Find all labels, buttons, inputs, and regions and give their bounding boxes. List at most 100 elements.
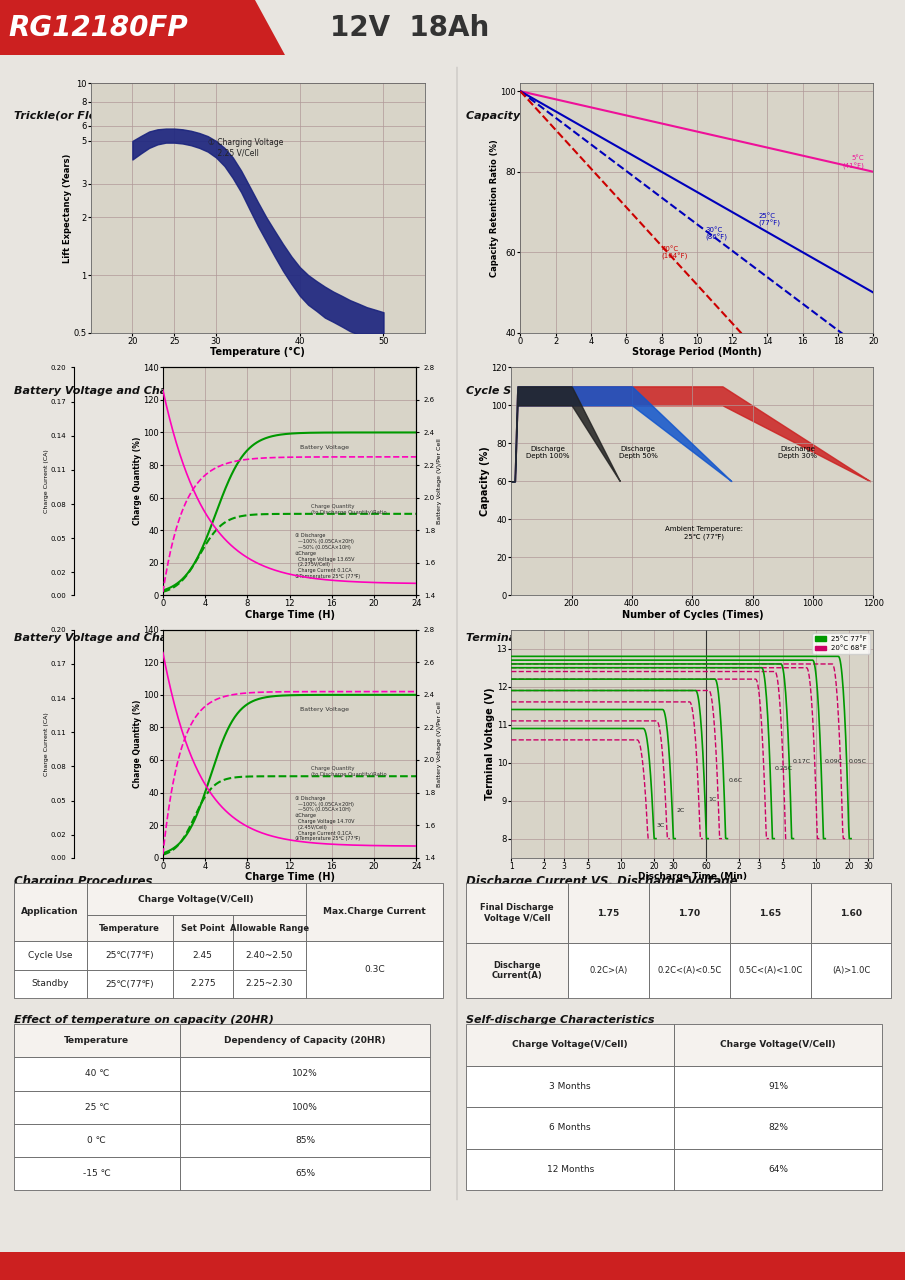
Text: 12 Months: 12 Months [547, 1165, 594, 1174]
Text: 64%: 64% [768, 1165, 788, 1174]
Text: Battery Voltage and Charge Time for Cycle Use: Battery Voltage and Charge Time for Cycl… [14, 634, 309, 643]
Bar [180, 1057, 430, 1091]
Text: 0.2C>(A): 0.2C>(A) [589, 966, 628, 975]
Bar [14, 1091, 180, 1124]
Bar [87, 970, 173, 998]
Bar [233, 970, 306, 998]
Text: 5°C
(41°F): 5°C (41°F) [843, 155, 864, 170]
Text: 30°C
(86°F): 30°C (86°F) [706, 227, 728, 241]
Text: Charge Voltage(V/Cell): Charge Voltage(V/Cell) [138, 895, 254, 904]
Text: Effect of temperature on capacity (20HR): Effect of temperature on capacity (20HR) [14, 1015, 273, 1025]
Text: Discharge
Depth 30%: Discharge Depth 30% [778, 447, 817, 460]
Bar [233, 915, 306, 941]
Text: Allowable Range: Allowable Range [230, 924, 309, 933]
Bar [306, 883, 443, 941]
Y-axis label: Lift Expectancy (Years): Lift Expectancy (Years) [62, 154, 71, 262]
Text: 25 ℃: 25 ℃ [85, 1102, 109, 1112]
Text: 0.2C<(A)<0.5C: 0.2C<(A)<0.5C [657, 966, 721, 975]
Bar [811, 883, 891, 943]
Text: 0.25C: 0.25C [775, 767, 793, 772]
Text: ① Charging Voltage
    2.25 V/Cell: ① Charging Voltage 2.25 V/Cell [208, 138, 283, 157]
Text: 2.45: 2.45 [193, 951, 213, 960]
X-axis label: Charge Time (H): Charge Time (H) [244, 609, 335, 620]
Bar [649, 883, 729, 943]
Text: 6 Months: 6 Months [549, 1124, 591, 1133]
Bar [466, 1024, 674, 1065]
Bar [466, 1149, 674, 1190]
X-axis label: Charge Time (H): Charge Time (H) [244, 872, 335, 882]
Text: -15 ℃: -15 ℃ [83, 1169, 110, 1179]
Bar [568, 883, 649, 943]
Text: 25°C
(77°F): 25°C (77°F) [758, 212, 781, 228]
Text: 12V  18Ah: 12V 18Ah [330, 14, 490, 42]
Text: Final Discharge
Voltage V/Cell: Final Discharge Voltage V/Cell [481, 904, 554, 923]
Bar [466, 883, 568, 943]
Y-axis label: Charge Current (CA): Charge Current (CA) [44, 449, 50, 513]
Text: Dependency of Capacity (20HR): Dependency of Capacity (20HR) [224, 1036, 386, 1046]
Text: 25℃(77℉): 25℃(77℉) [105, 951, 154, 960]
Bar [14, 1124, 180, 1157]
Text: 40°C
(104°F): 40°C (104°F) [662, 246, 688, 260]
Y-axis label: Capacity Retention Ratio (%): Capacity Retention Ratio (%) [491, 140, 499, 276]
Y-axis label: Charge Quantity (%): Charge Quantity (%) [133, 436, 141, 526]
Text: Battery Voltage: Battery Voltage [300, 444, 349, 449]
Text: Battery Voltage: Battery Voltage [300, 707, 349, 712]
Bar [466, 1107, 674, 1149]
Text: 0.5C<(A)<1.0C: 0.5C<(A)<1.0C [738, 966, 803, 975]
Bar [87, 941, 173, 970]
Bar [568, 943, 649, 998]
Text: Capacity Retention  Characteristic: Capacity Retention Characteristic [466, 111, 681, 122]
Text: 3 Months: 3 Months [549, 1082, 591, 1091]
Bar [180, 1124, 430, 1157]
Bar [173, 970, 233, 998]
Bar [729, 883, 811, 943]
Text: 65%: 65% [295, 1169, 315, 1179]
Y-axis label: Terminal Voltage (V): Terminal Voltage (V) [485, 687, 495, 800]
Bar [14, 883, 87, 941]
Text: Discharge
Depth 50%: Discharge Depth 50% [619, 447, 657, 460]
Text: 102%: 102% [292, 1069, 318, 1079]
Text: Application: Application [22, 908, 79, 916]
Y-axis label: Capacity (%): Capacity (%) [480, 447, 490, 516]
Text: Discharge
Current(A): Discharge Current(A) [491, 961, 542, 980]
Y-axis label: Battery Voltage (V)/Per Cell: Battery Voltage (V)/Per Cell [436, 439, 442, 524]
Text: 1.65: 1.65 [759, 909, 781, 918]
Legend: 25°C 77°F, 20°C 68°F: 25°C 77°F, 20°C 68°F [813, 634, 870, 654]
Text: Trickle(or Float)Design Life: Trickle(or Float)Design Life [14, 111, 185, 122]
Bar [729, 943, 811, 998]
Text: 85%: 85% [295, 1135, 315, 1146]
Text: (A)>1.0C: (A)>1.0C [832, 966, 870, 975]
Bar [173, 915, 233, 941]
Bar [14, 941, 87, 970]
Text: Temperature: Temperature [100, 924, 160, 933]
Bar [180, 1091, 430, 1124]
Text: 40 ℃: 40 ℃ [85, 1069, 109, 1079]
Bar [14, 1157, 180, 1190]
Text: Ambient Temperature:
25℃ (77℉): Ambient Temperature: 25℃ (77℉) [665, 526, 743, 540]
Text: Cycle Use: Cycle Use [28, 951, 72, 960]
X-axis label: Discharge Time (Min): Discharge Time (Min) [638, 872, 747, 881]
Text: 25℃(77℉): 25℃(77℉) [105, 979, 154, 988]
Text: 1C: 1C [709, 796, 717, 801]
Text: ① Discharge
  —100% (0.05CA×20H)
  —50% (0.05CA×10H)
②Charge
  Charge Voltage 14: ① Discharge —100% (0.05CA×20H) —50% (0.0… [295, 796, 360, 841]
X-axis label: Temperature (°C): Temperature (°C) [211, 347, 305, 357]
Text: 0.3C: 0.3C [365, 965, 385, 974]
Text: Discharge Current VS. Discharge Voltage: Discharge Current VS. Discharge Voltage [466, 876, 738, 888]
Bar [14, 1024, 180, 1057]
Text: 2.25~2.30: 2.25~2.30 [245, 979, 293, 988]
Text: Charging Procedures: Charging Procedures [14, 876, 152, 888]
Text: 2C: 2C [676, 808, 685, 813]
Bar [674, 1024, 882, 1065]
Text: Discharge
Depth 100%: Discharge Depth 100% [526, 447, 569, 460]
Text: Set Point: Set Point [181, 924, 224, 933]
Text: 82%: 82% [768, 1124, 788, 1133]
Bar [466, 943, 568, 998]
Text: 0.05C: 0.05C [849, 759, 867, 764]
Text: 91%: 91% [768, 1082, 788, 1091]
X-axis label: Number of Cycles (Times): Number of Cycles (Times) [622, 609, 763, 620]
Text: 1.60: 1.60 [840, 909, 862, 918]
Text: Standby: Standby [32, 979, 69, 988]
Text: 100%: 100% [292, 1102, 318, 1112]
Text: Terminal Voltage (V) and Discharge Time: Terminal Voltage (V) and Discharge Time [466, 634, 723, 643]
Text: Charge Quantity
(to Discharge Quantity)Ratio: Charge Quantity (to Discharge Quantity)R… [310, 504, 386, 515]
